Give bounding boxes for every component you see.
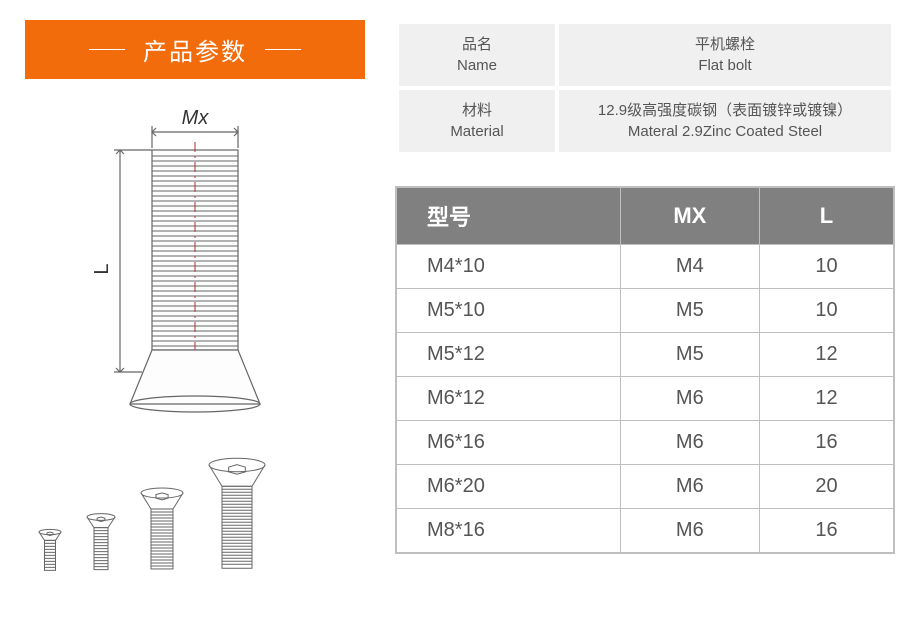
spec-cell-model: M6*12 [396, 377, 620, 421]
spec-cell-model: M8*16 [396, 509, 620, 554]
spec-row: M4*10M410 [396, 245, 894, 289]
mx-label: Mx [182, 107, 210, 129]
spec-cell-l: 12 [760, 377, 894, 421]
spec-row: M6*12M612 [396, 377, 894, 421]
info-row-material: 材料 Material 12.9级高强度碳钢（表面镀锌或镀镍） Materal … [397, 88, 893, 154]
spec-cell-l: 10 [760, 289, 894, 333]
spec-cell-l: 12 [760, 333, 894, 377]
bolt-diagram: Mx L [25, 104, 365, 429]
title-banner: 产品参数 [25, 20, 365, 79]
spec-cell-mx: M6 [620, 465, 759, 509]
info-name-value: 平机螺栓 Flat bolt [557, 22, 893, 88]
spec-cell-l: 16 [760, 421, 894, 465]
spec-cell-mx: M5 [620, 289, 759, 333]
info-material-label: 材料 Material [397, 88, 557, 154]
spec-row: M5*10M510 [396, 289, 894, 333]
bolt-outline-icon [35, 524, 65, 574]
spec-row: M8*16M616 [396, 509, 894, 554]
info-name-label: 品名 Name [397, 22, 557, 88]
info-row-name: 品名 Name 平机螺栓 Flat bolt [397, 22, 893, 88]
spec-cell-l: 10 [760, 245, 894, 289]
spec-cell-l: 20 [760, 465, 894, 509]
bolt-outline-icon [137, 485, 187, 574]
bolt-outline-icon [83, 509, 119, 574]
spec-table: 型号 MX L M4*10M410M5*10M510M5*12M512M6*12… [395, 186, 895, 554]
l-label: L [91, 263, 113, 274]
bolt-size-row [25, 449, 365, 579]
dash-right [265, 49, 301, 50]
spec-cell-model: M5*10 [396, 289, 620, 333]
spec-cell-mx: M6 [620, 377, 759, 421]
spec-cell-mx: M6 [620, 421, 759, 465]
spec-row: M6*20M620 [396, 465, 894, 509]
spec-col-model: 型号 [396, 187, 620, 245]
info-table: 品名 Name 平机螺栓 Flat bolt 材料 Material 12.9级… [395, 20, 895, 156]
spec-cell-mx: M6 [620, 509, 759, 554]
title-text: 产品参数 [143, 32, 247, 67]
dash-left [89, 49, 125, 50]
spec-row: M6*16M616 [396, 421, 894, 465]
spec-cell-model: M6*20 [396, 465, 620, 509]
spec-row: M5*12M512 [396, 333, 894, 377]
spec-col-mx: MX [620, 187, 759, 245]
spec-col-l: L [760, 187, 894, 245]
spec-cell-mx: M4 [620, 245, 759, 289]
bolt-outline-icon [205, 457, 269, 574]
spec-cell-l: 16 [760, 509, 894, 554]
spec-cell-model: M5*12 [396, 333, 620, 377]
info-material-value: 12.9级高强度碳钢（表面镀锌或镀镍） Materal 2.9Zinc Coat… [557, 88, 893, 154]
spec-cell-model: M6*16 [396, 421, 620, 465]
spec-cell-model: M4*10 [396, 245, 620, 289]
spec-cell-mx: M5 [620, 333, 759, 377]
